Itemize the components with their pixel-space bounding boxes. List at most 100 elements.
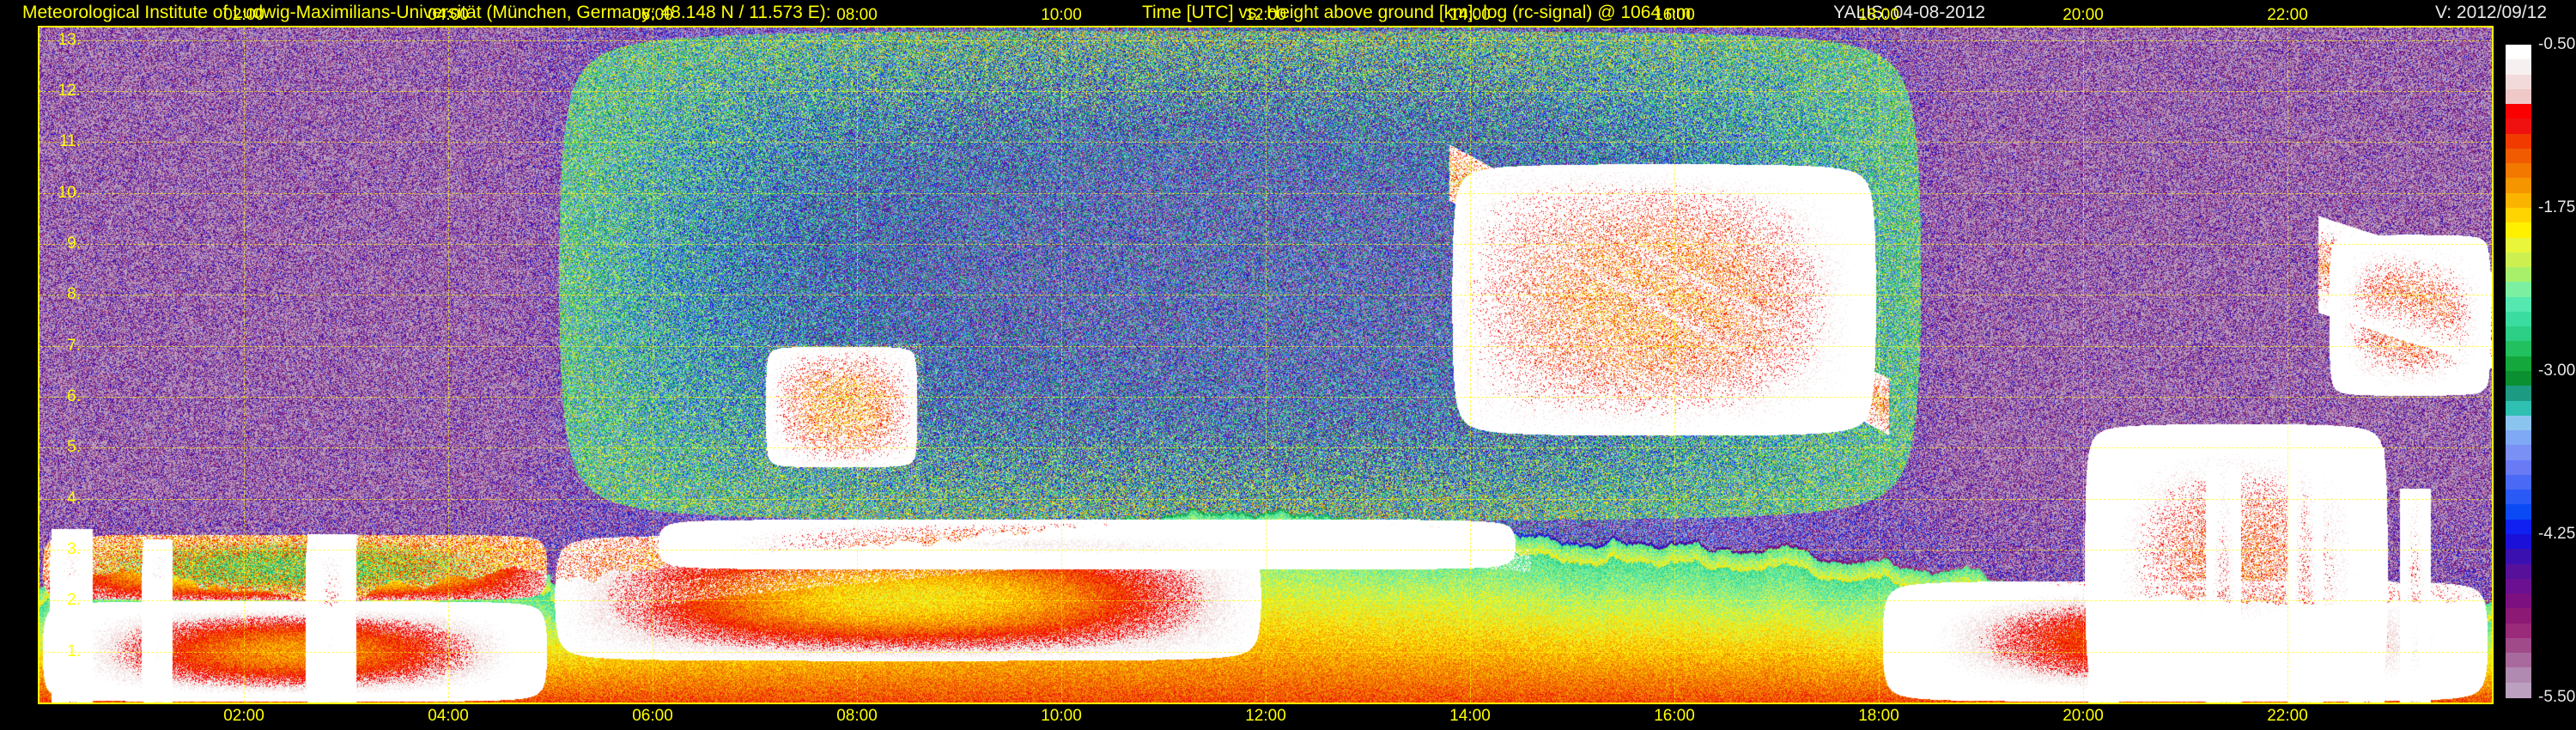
x-tick-label: 18:00 [1858, 707, 1899, 725]
colorbar-segment [2506, 459, 2531, 476]
colorbar-segment [2506, 148, 2531, 164]
x-tick-label: 04:00 [428, 707, 469, 725]
institute-title: Meteorological Institute of Ludwig-Maxim… [22, 3, 831, 22]
grid-line-vertical [2287, 27, 2288, 703]
y-tick-label: 10. [58, 183, 81, 202]
colorbar-segment [2506, 593, 2531, 609]
colorbar-segment [2506, 519, 2531, 535]
colorbar-tick-label: -5.50 [2538, 688, 2576, 706]
colorbar-tick-label: -0.50 [2538, 35, 2576, 53]
colorbar-segment [2506, 45, 2531, 60]
grid-line-vertical [1470, 27, 1471, 703]
colorbar-segment [2506, 371, 2531, 386]
colorbar-segment [2506, 163, 2531, 179]
colorbar-segment [2506, 386, 2531, 402]
y-tick-label: 2. [67, 591, 81, 610]
colorbar-segment [2506, 296, 2531, 313]
colorbar-segment [2506, 341, 2531, 357]
grid-line-vertical [1674, 27, 1675, 703]
x-tick-label: 08:00 [836, 6, 878, 24]
y-tick-label: 1. [67, 642, 81, 660]
y-tick-label: 6. [67, 387, 81, 406]
colorbar-segment [2506, 578, 2531, 594]
colorbar-segment [2506, 504, 2531, 520]
version-label: V: 2012/09/12 [2435, 3, 2547, 22]
y-tick-label: 11. [58, 132, 81, 151]
y-tick-label: 5. [67, 438, 81, 457]
x-tick-label: 14:00 [1449, 707, 1491, 725]
colorbar-segment [2506, 74, 2531, 90]
colorbar-segment [2506, 445, 2531, 461]
y-tick-label: 3. [67, 540, 81, 559]
colorbar-segment [2506, 608, 2531, 624]
heatmap-panel[interactable] [38, 26, 2494, 704]
x-tick-label: 10:00 [1041, 6, 1082, 24]
colorbar-segment [2506, 88, 2531, 105]
grid-line-vertical [448, 27, 449, 703]
colorbar-segment [2506, 637, 2531, 654]
colorbar-segment [2506, 563, 2531, 580]
colorbar-segment [2506, 623, 2531, 639]
x-tick-label: 10:00 [1041, 707, 1082, 725]
y-tick-label: 7. [67, 336, 81, 355]
grid-line-vertical [1266, 27, 1267, 703]
plot-area [38, 26, 2494, 704]
colorbar-segment [2506, 252, 2531, 268]
colorbar-segment [2506, 474, 2531, 490]
instrument-date-label: YALIS: 04-08-2012 [1833, 3, 1986, 22]
grid-line-vertical [1061, 27, 1062, 703]
x-tick-label: 20:00 [2063, 707, 2104, 725]
header-bar: Meteorological Institute of Ludwig-Maxim… [0, 0, 2576, 26]
colorbar-segment [2506, 222, 2531, 239]
grid-line-vertical [1879, 27, 1880, 703]
grid-line-vertical [857, 27, 858, 703]
colorbar-gradient [2506, 45, 2531, 698]
x-tick-label: 02:00 [223, 707, 264, 725]
colorbar-segment [2506, 326, 2531, 343]
colorbar-segment [2506, 549, 2531, 565]
colorbar-segment [2506, 356, 2531, 372]
x-tick-label: 14:00 [1449, 6, 1491, 24]
y-tick-label: 12. [58, 82, 81, 100]
colorbar-segment [2506, 430, 2531, 446]
x-tick-label: 18:00 [1858, 6, 1899, 24]
x-tick-label: 20:00 [2063, 6, 2104, 24]
x-tick-label: 06:00 [632, 707, 673, 725]
x-tick-label: 12:00 [1245, 707, 1286, 725]
axis-description: Time [UTC] vs. Height above ground [km]:… [1142, 3, 1692, 22]
x-tick-label: 04:00 [428, 6, 469, 24]
colorbar-segment [2506, 104, 2531, 119]
colorbar-segment [2506, 653, 2531, 669]
x-tick-label: 02:00 [223, 6, 264, 24]
x-tick-label: 12:00 [1245, 6, 1286, 24]
colorbar-segment [2506, 208, 2531, 223]
grid-line-vertical [244, 27, 245, 703]
y-tick-label: 9. [67, 234, 81, 253]
x-tick-label: 16:00 [1654, 707, 1695, 725]
x-tick-label: 06:00 [632, 6, 673, 24]
y-tick-label: 4. [67, 489, 81, 508]
colorbar: -0.50 -1.75 -3.00 -4.25 -5.50 [2506, 36, 2576, 705]
colorbar-segment [2506, 534, 2531, 550]
colorbar-segment [2506, 490, 2531, 506]
colorbar-segment [2506, 400, 2531, 417]
colorbar-segment [2506, 282, 2531, 298]
colorbar-segment [2506, 192, 2531, 209]
y-tick-label: 13. [58, 30, 81, 49]
colorbar-tick-label: -1.75 [2538, 198, 2576, 216]
colorbar-segment [2506, 178, 2531, 194]
colorbar-segment [2506, 415, 2531, 431]
y-tick-label: 8. [67, 285, 81, 304]
colorbar-tick-label: -3.00 [2538, 362, 2576, 380]
grid-line-vertical [2083, 27, 2084, 703]
colorbar-segment [2506, 267, 2531, 283]
colorbar-segment [2506, 237, 2531, 253]
colorbar-tick-label: -4.25 [2538, 525, 2576, 543]
x-tick-label: 22:00 [2267, 707, 2308, 725]
colorbar-segment [2506, 119, 2531, 135]
x-tick-label: 22:00 [2267, 6, 2308, 24]
colorbar-segment [2506, 59, 2531, 76]
colorbar-segment [2506, 667, 2531, 684]
x-tick-label: 16:00 [1654, 6, 1695, 24]
